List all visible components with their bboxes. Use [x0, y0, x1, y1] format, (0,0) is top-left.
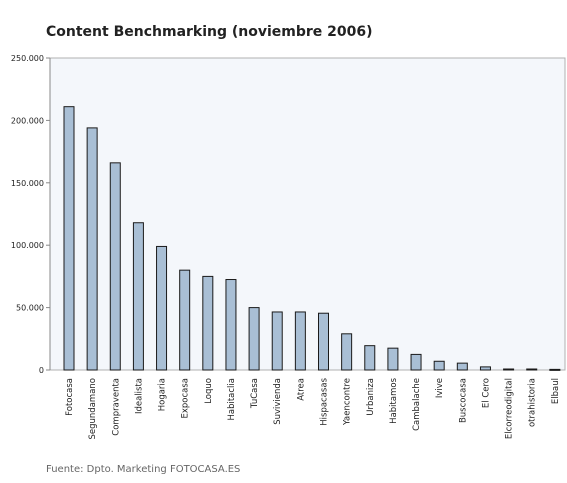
x-tick-label: Buscocasa: [458, 378, 468, 423]
bar-buscocasa: [456, 362, 468, 371]
x-tick-label: Segundamano: [88, 378, 98, 439]
y-tick-label: 50.000: [16, 304, 44, 313]
source-note: Fuente: Dpto. Marketing FOTOCASA.ES: [46, 464, 241, 475]
x-tick-label: Expocasa: [181, 378, 191, 419]
bar-elcorreodigital: [503, 368, 515, 371]
x-axis-labels: Fotocasa Segundamano Compraventa Idealista H…: [65, 377, 561, 439]
x-tick-label: Hogaria: [158, 378, 168, 411]
x-tick-label: Idealista: [134, 378, 144, 414]
x-tick-label: Elcorreodigital: [505, 378, 515, 439]
x-tick-label: Compraventa: [111, 378, 121, 436]
plot-area: [49, 57, 566, 371]
bar-fotocasa: [63, 106, 75, 371]
chart-title: Content Benchmarking (noviembre 2006): [46, 24, 373, 40]
bar-idealista: [132, 222, 144, 371]
y-tick-label: 200.000: [11, 116, 44, 125]
x-tick-label: Atrea: [296, 378, 306, 401]
x-tick-label: Yaencontre: [343, 378, 353, 426]
bar-suvivienda: [271, 311, 283, 371]
bar-expocasa: [179, 269, 191, 371]
y-tick-label: 0: [39, 366, 44, 375]
y-axis-ticks: 0 50.000 100.000 150.000 200.000 250.000: [11, 54, 50, 375]
x-tick-label: Elbaul: [551, 378, 561, 404]
bar-tucasa: [248, 307, 260, 371]
x-tick-label: Urbaniza: [366, 378, 376, 416]
y-tick-label: 250.000: [11, 54, 44, 63]
x-tick-label: Habitaclia: [227, 378, 237, 421]
x-tick-label: El Cero: [481, 378, 491, 408]
x-tick-label: Habitamos: [389, 377, 399, 423]
bar-elbaul: [549, 368, 561, 371]
x-tick-label: Ivive: [435, 378, 445, 398]
bars: [63, 106, 561, 371]
bar-otrahistoria: [526, 368, 538, 371]
x-tick-label: Loquo: [204, 378, 214, 404]
bar-el-cero: [479, 366, 491, 371]
x-tick-label: otrahistoria: [528, 378, 538, 427]
bar-ivive: [433, 360, 445, 371]
bar-habitamos: [387, 347, 399, 371]
bar-hogaria: [156, 245, 168, 371]
bar-hispacasas: [318, 312, 329, 371]
x-tick-label: Fotocasa: [65, 378, 75, 416]
bar-atrea: [294, 311, 306, 371]
bar-yaencontre: [341, 333, 353, 371]
x-tick-label: Cambalache: [412, 378, 422, 431]
x-tick-label: Suvivienda: [273, 378, 283, 425]
bar-cambalache: [410, 353, 422, 371]
y-tick-label: 150.000: [11, 179, 44, 188]
bar-loquo: [202, 275, 214, 371]
x-tick-label: TuCasa: [250, 378, 260, 409]
bar-habitaclia: [225, 279, 237, 371]
x-tick-label: Hispacasas: [320, 377, 330, 425]
bar-compraventa: [109, 162, 121, 371]
bar-segundamano: [86, 127, 98, 371]
y-tick-label: 100.000: [11, 241, 44, 250]
bar-urbaniza: [364, 345, 376, 371]
